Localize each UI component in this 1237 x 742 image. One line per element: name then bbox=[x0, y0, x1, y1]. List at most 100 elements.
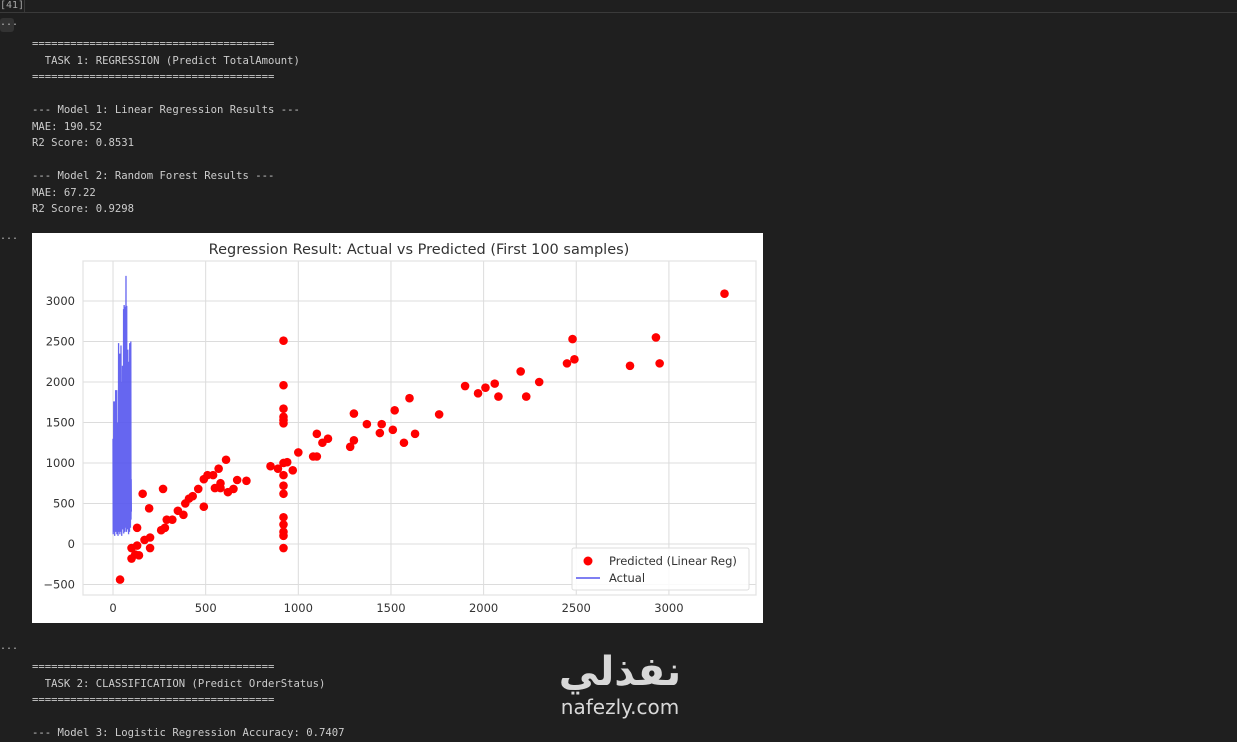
output-line: R2 Score: 0.8531 bbox=[32, 137, 135, 149]
predicted-point bbox=[279, 419, 288, 428]
predicted-point bbox=[294, 448, 303, 457]
predicted-point bbox=[481, 383, 490, 392]
predicted-point bbox=[279, 481, 288, 490]
predicted-point bbox=[279, 543, 288, 553]
predicted-point bbox=[345, 442, 355, 452]
predicted-point bbox=[434, 410, 444, 419]
output-line: MAE: 190.52 bbox=[32, 120, 103, 133]
predicted-point bbox=[349, 436, 359, 445]
predicted-point bbox=[570, 355, 579, 364]
plot-frame bbox=[82, 260, 757, 596]
predicted-point bbox=[410, 429, 420, 439]
predicted-point bbox=[229, 484, 238, 494]
x-tick-label: 3000 bbox=[654, 601, 683, 615]
predicted-point bbox=[490, 379, 500, 388]
predicted-point bbox=[208, 470, 218, 480]
predicted-point bbox=[377, 419, 386, 429]
predicted-point bbox=[390, 406, 399, 415]
output-line: TASK 1: REGRESSION (Predict TotalAmount) bbox=[32, 54, 300, 67]
output-line: --- Model 3: Logistic Regression Accurac… bbox=[32, 727, 345, 739]
predicted-point bbox=[279, 380, 288, 390]
output-more-button[interactable]: ... bbox=[0, 18, 18, 32]
output-text-task1: ====================================== T… bbox=[32, 36, 300, 218]
predicted-point bbox=[214, 464, 223, 473]
predicted-point bbox=[282, 457, 292, 467]
legend-label-actual: Actual bbox=[609, 571, 645, 585]
x-tick-label: 2500 bbox=[562, 601, 591, 615]
predicted-point bbox=[399, 438, 409, 448]
output-line: ====================================== bbox=[32, 694, 275, 706]
output-text-task2: ====================================== T… bbox=[32, 659, 345, 742]
output-line bbox=[32, 152, 300, 169]
y-tick-label: 1500 bbox=[46, 415, 75, 429]
predicted-point bbox=[375, 428, 385, 438]
predicted-point bbox=[405, 393, 414, 403]
predicted-point bbox=[279, 489, 288, 499]
predicted-point bbox=[188, 491, 197, 501]
chart-svg: 0 500 1000 1500 2000 2500 3000 −500 0 500 1000 1500… bbox=[43, 242, 757, 615]
output-line: TASK 2: CLASSIFICATION (Predict OrderSta… bbox=[32, 677, 326, 690]
y-tick-label: 2000 bbox=[46, 375, 75, 389]
predicted-point bbox=[473, 389, 483, 398]
regression-chart: 0 500 1000 1500 2000 2500 3000 −500 0 500 1000 1500… bbox=[32, 233, 763, 623]
watermark-latin: nafezly.com bbox=[560, 695, 680, 719]
predicted-point bbox=[160, 523, 170, 533]
x-tick-label: 500 bbox=[195, 601, 217, 615]
cell-header: [41] bbox=[0, 0, 1237, 13]
legend-box bbox=[571, 547, 750, 591]
predicted-point bbox=[221, 455, 231, 465]
predicted-point bbox=[460, 381, 470, 391]
predicted-point bbox=[179, 510, 188, 520]
watermark-arabic: نفذلي bbox=[558, 649, 682, 695]
actual-line bbox=[112, 275, 133, 536]
output-line: R2 Score: 0.9298 bbox=[32, 203, 135, 215]
predicted-point bbox=[288, 465, 298, 475]
predicted-point bbox=[562, 359, 572, 368]
y-tick-label: 500 bbox=[53, 496, 75, 510]
predicted-point bbox=[134, 551, 144, 560]
predicted-point bbox=[534, 377, 544, 387]
predicted-point bbox=[279, 336, 288, 345]
predicted-point bbox=[199, 502, 209, 512]
divider bbox=[24, 0, 25, 12]
predicted-point bbox=[145, 543, 155, 553]
predicted-point bbox=[521, 392, 531, 401]
legend-marker-predicted bbox=[583, 556, 593, 566]
predicted-point bbox=[168, 515, 177, 524]
x-tick-label: 1500 bbox=[376, 601, 405, 615]
predicted-point bbox=[279, 520, 288, 529]
predicted-point bbox=[720, 289, 729, 299]
x-tick-label: 1000 bbox=[284, 601, 313, 615]
predicted-point bbox=[273, 464, 283, 473]
output-more-button[interactable]: ... bbox=[0, 231, 19, 242]
output-more-button[interactable]: ... bbox=[0, 641, 19, 652]
predicted-point bbox=[516, 367, 525, 376]
predicted-point bbox=[362, 419, 372, 429]
y-tick-label: 2500 bbox=[46, 335, 75, 349]
output-line: MAE: 67.22 bbox=[32, 186, 96, 199]
predicted-point bbox=[651, 333, 661, 342]
predicted-point bbox=[323, 434, 333, 443]
y-tick-label: −500 bbox=[43, 577, 75, 591]
predicted-point bbox=[242, 476, 251, 486]
watermark-logo: نفذلي nafezly.com bbox=[545, 650, 695, 720]
predicted-point bbox=[279, 470, 288, 480]
legend-label-predicted: Predicted (Linear Reg) bbox=[609, 554, 737, 568]
predicted-point bbox=[494, 392, 503, 401]
predicted-point bbox=[158, 484, 168, 494]
x-tick-label: 0 bbox=[109, 601, 116, 615]
predicted-point bbox=[145, 533, 155, 542]
predicted-point bbox=[279, 512, 288, 522]
predicted-point bbox=[216, 483, 225, 493]
predicted-point bbox=[115, 575, 125, 584]
output-line bbox=[32, 86, 300, 103]
predicted-point bbox=[388, 425, 398, 435]
predicted-point bbox=[232, 475, 242, 485]
predicted-point bbox=[138, 489, 147, 499]
execution-count: [41] bbox=[0, 0, 25, 11]
predicted-point bbox=[625, 361, 635, 371]
legend: Predicted (Linear Reg) Actual bbox=[571, 547, 750, 591]
y-tick-label: 1000 bbox=[46, 456, 75, 470]
output-line: --- Model 1: Linear Regression Results -… bbox=[32, 104, 300, 116]
y-tick-label: 3000 bbox=[46, 294, 75, 308]
